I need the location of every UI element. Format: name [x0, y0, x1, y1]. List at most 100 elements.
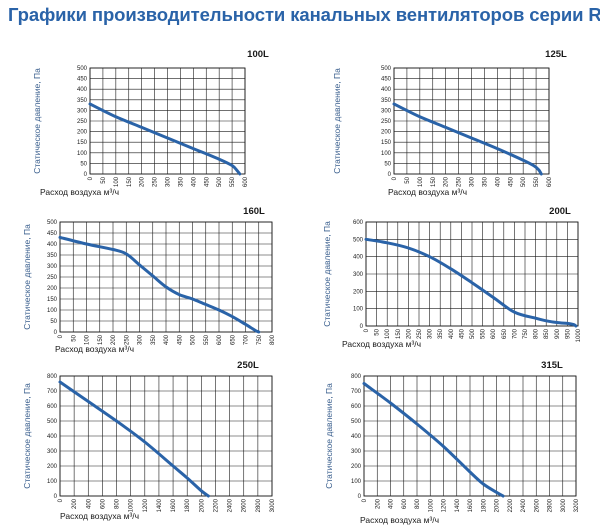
x-tick-label: 3200	[574, 498, 580, 512]
y-tick-label: 400	[351, 434, 362, 440]
x-tick-label: 0	[362, 498, 368, 502]
y-tick-label: 200	[351, 464, 362, 470]
x-tick-label: 50	[405, 176, 411, 183]
x-tick-label: 300	[470, 176, 476, 187]
y-tick-label: 500	[47, 220, 58, 226]
y-axis-label: Статическое давление, Па	[332, 68, 342, 174]
x-axis-label: Расход воздуха м³/ч	[388, 187, 467, 197]
y-tick-label: 150	[47, 297, 58, 303]
y-tick-label: 300	[47, 449, 58, 455]
y-tick-label: 400	[353, 255, 364, 261]
x-tick-label: 150	[431, 176, 437, 187]
y-tick-label: 200	[47, 464, 58, 470]
x-tick-label: 2600	[242, 498, 248, 512]
x-axis-label: Расход воздуха м³/ч	[342, 339, 421, 349]
x-tick-label: 450	[508, 176, 514, 187]
x-tick-label: 250	[417, 328, 423, 339]
x-tick-label: 800	[270, 334, 276, 345]
x-tick-label: 250	[124, 334, 130, 345]
y-tick-label: 500	[351, 419, 362, 425]
y-tick-label: 400	[381, 87, 392, 93]
y-tick-label: 50	[50, 319, 57, 325]
x-tick-label: 1800	[185, 498, 191, 512]
y-tick-label: 200	[77, 130, 88, 136]
y-tick-label: 450	[47, 231, 58, 237]
x-tick-label: 300	[428, 328, 434, 339]
x-tick-label: 850	[544, 328, 550, 339]
x-tick-label: 2000	[495, 498, 501, 512]
y-tick-label: 250	[381, 119, 392, 125]
y-tick-label: 400	[47, 242, 58, 248]
x-tick-label: 1400	[455, 498, 461, 512]
y-tick-label: 300	[381, 108, 392, 114]
y-tick-label: 300	[47, 264, 58, 270]
x-tick-label: 50	[101, 176, 107, 183]
performance-curve-315l	[362, 382, 505, 498]
x-tick-label: 2400	[228, 498, 234, 512]
chart-title: 250L	[237, 360, 259, 371]
x-tick-label: 2200	[213, 498, 219, 512]
y-axis-label: Статическое давление, Па	[22, 224, 32, 330]
x-tick-label: 900	[555, 328, 561, 339]
y-tick-label: 800	[47, 374, 58, 380]
x-tick-label: 200	[111, 334, 117, 345]
x-tick-label: 2600	[534, 498, 540, 512]
y-tick-label: 500	[381, 66, 392, 72]
y-tick-label: 250	[47, 275, 58, 281]
x-tick-label: 800	[534, 328, 540, 339]
y-tick-label: 100	[351, 479, 362, 485]
chart-title: 160L	[243, 206, 265, 217]
performance-curve-250l	[58, 380, 210, 498]
x-tick-label: 1200	[143, 498, 149, 512]
chart-100l: 0 50 100 150 200 250 300 350 400 450 500 0 50 100 150 2…	[32, 49, 269, 197]
y-tick-label: 300	[77, 108, 88, 114]
x-tick-label: 450	[177, 334, 183, 345]
y-axis-label: Статическое давление, Па	[324, 383, 334, 489]
y-tick-label: 200	[381, 130, 392, 136]
y-tick-label: 600	[351, 404, 362, 410]
y-tick-label: 0	[84, 172, 88, 178]
y-tick-label: 400	[47, 434, 58, 440]
x-tick-label: 550	[481, 328, 487, 339]
y-axis-label: Статическое давление, Па	[32, 68, 42, 174]
y-tick-label: 200	[47, 286, 58, 292]
x-tick-label: 0	[364, 328, 370, 332]
chart-title: 100L	[247, 49, 269, 60]
x-tick-label: 650	[502, 328, 508, 339]
x-tick-label: 800	[115, 498, 121, 509]
y-axis-label: Статическое давление, Па	[22, 383, 32, 489]
x-tick-label: 1400	[157, 498, 163, 512]
x-tick-label: 400	[164, 334, 170, 345]
x-tick-label: 500	[191, 334, 197, 345]
x-tick-label: 600	[100, 498, 106, 509]
x-tick-label: 200	[140, 176, 146, 187]
chart-160l: 0 50 100 150 200 250 300 350 400 450 500 0 50 100 150 2…	[22, 206, 276, 354]
x-tick-label: 350	[482, 176, 488, 187]
y-tick-label: 700	[351, 389, 362, 395]
x-tick-label: 0	[58, 334, 64, 338]
x-tick-label: 150	[98, 334, 104, 345]
y-tick-label: 350	[47, 253, 58, 259]
x-tick-label: 200	[406, 328, 412, 339]
plot-frame	[393, 67, 550, 175]
chart-250l: 0 100 200 300 400 500 600 700 800 0 200 400 600 800 10…	[22, 360, 276, 521]
y-tick-label: 150	[381, 140, 392, 146]
x-tick-label: 350	[151, 334, 157, 345]
x-axis-label: Расход воздуха м³/ч	[360, 515, 439, 525]
y-tick-label: 0	[54, 330, 58, 336]
x-axis-label: Расход воздуха м³/ч	[55, 344, 134, 354]
performance-curve-100l	[88, 102, 242, 176]
x-tick-label: 2400	[521, 498, 527, 512]
x-tick-label: 100	[418, 176, 424, 187]
y-tick-label: 100	[47, 308, 58, 314]
x-tick-label: 0	[58, 498, 64, 502]
plot-frame	[89, 67, 246, 175]
performance-curve-200l	[364, 237, 578, 328]
x-tick-label: 650	[230, 334, 236, 345]
x-tick-label: 2000	[199, 498, 205, 512]
y-tick-label: 50	[80, 161, 87, 167]
x-tick-label: 1800	[481, 498, 487, 512]
x-tick-label: 400	[191, 176, 197, 187]
x-tick-label: 0	[88, 176, 94, 180]
x-tick-label: 150	[396, 328, 402, 339]
